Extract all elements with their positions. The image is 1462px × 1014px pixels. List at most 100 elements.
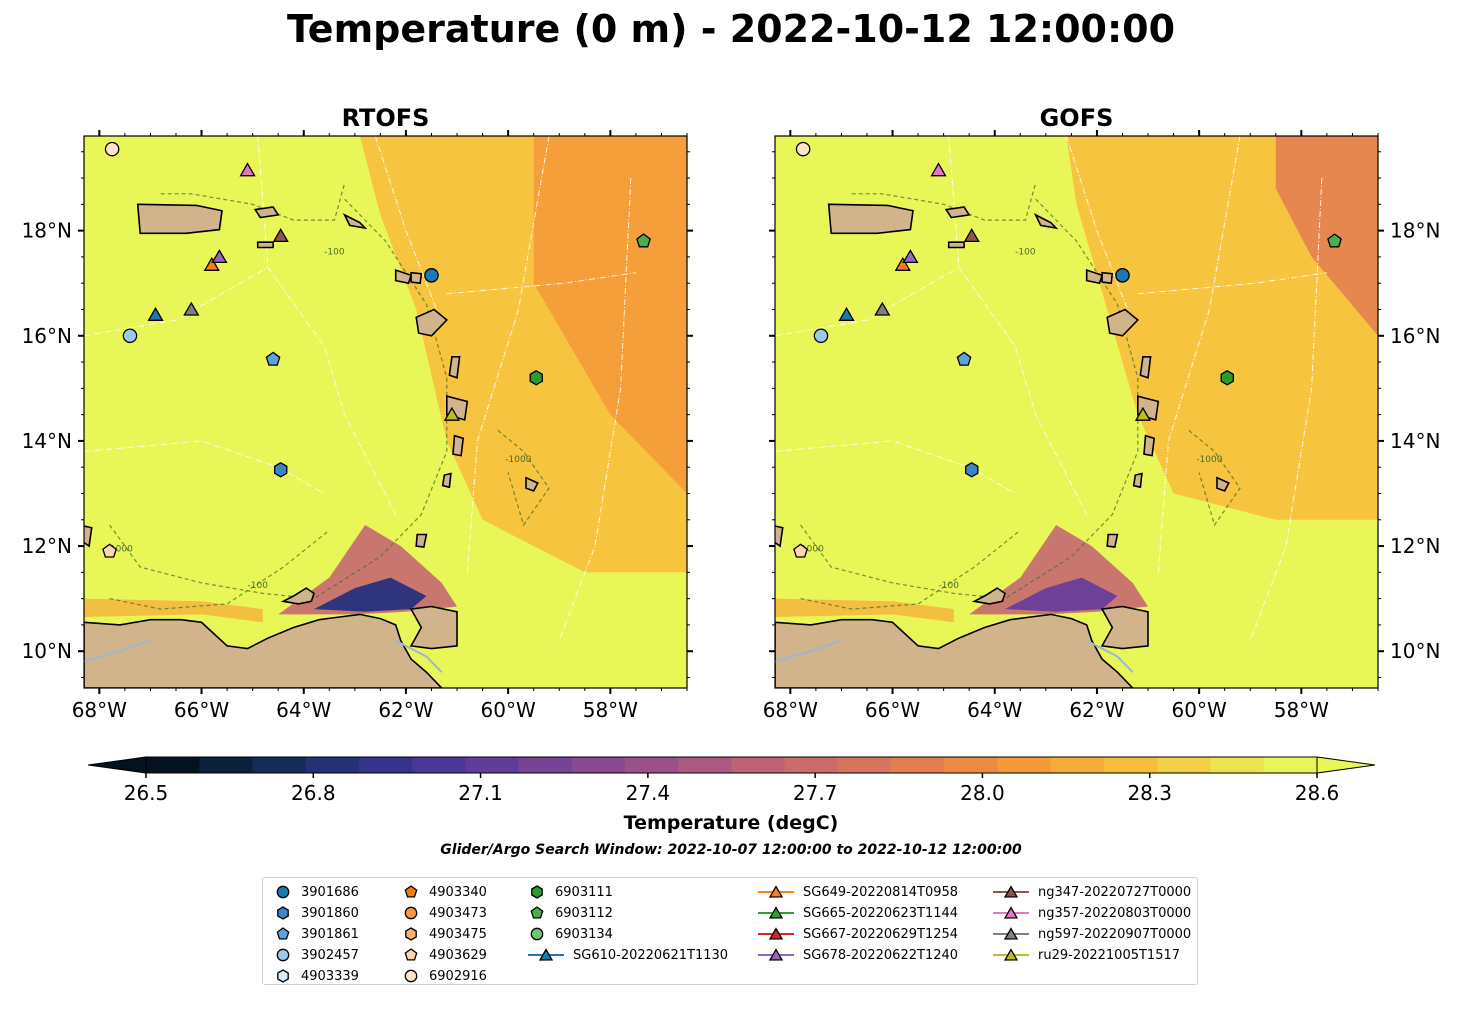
y-tick-label: 16°N [22, 324, 72, 348]
legend-marker [404, 906, 418, 920]
x-tick-label: 64°W [967, 698, 1022, 722]
obs-marker-6903112 [1327, 233, 1342, 248]
legend-label: 4903475 [429, 926, 487, 942]
y-tick-label: 18°N [22, 219, 72, 243]
land-island [1132, 472, 1143, 489]
legend-marker [538, 948, 554, 961]
x-tick-label: 58°W [1274, 698, 1329, 722]
legend-marker [530, 906, 544, 919]
legend-label: 3902457 [301, 947, 359, 963]
obs-marker-ng357-20220803t0000 [930, 162, 947, 177]
legend-label: SG610-20220621T1130 [573, 947, 729, 963]
legend-marker-icon [277, 906, 289, 920]
colorbar-segment [837, 757, 892, 773]
obs-marker-3901861 [265, 351, 281, 366]
eez-boundary-line [1137, 272, 1327, 295]
legend-label: 4903339 [301, 968, 359, 984]
land-island [1106, 308, 1139, 337]
legend-label: ru29-20221005T1517 [1038, 947, 1181, 963]
legend-label: SG649-20220814T0958 [803, 884, 959, 900]
legend-item-sg667-20220629t1254: SG667-20220629T1254 [757, 924, 958, 944]
legend-marker-icon [758, 948, 794, 961]
y-tick-label: 10°N [22, 639, 72, 663]
y-tick-label: 18°N [1390, 219, 1440, 243]
legend-label: 3901861 [301, 926, 359, 942]
legend-marker-icon [531, 885, 543, 899]
colorbar-segment [1104, 757, 1158, 773]
colorbar-segment [1050, 757, 1105, 773]
legend-marker [1003, 948, 1019, 961]
legend-marker-icon [404, 906, 418, 920]
obs-marker-sg610-20220621t1130 [147, 306, 164, 321]
legend-item-ng347-20220727t0000: ng347-20220727T0000 [992, 882, 1191, 902]
legend-item-3901860: 3901860 [273, 903, 359, 923]
colorbar-tick-label: 28.0 [960, 781, 1005, 805]
eez-boundary-line [948, 136, 1088, 515]
figure-title: Temperature (0 m) - 2022-10-12 12:00:00 [287, 7, 1175, 51]
legend-marker-icon [528, 948, 564, 961]
land-island [947, 241, 965, 249]
legend-marker [768, 927, 784, 940]
y-tick-label: 10°N [1390, 639, 1440, 663]
eez-boundary-line [84, 440, 325, 494]
land-island [280, 587, 315, 605]
bathymetry-contour [1188, 429, 1241, 527]
legend-label: 6903134 [555, 926, 613, 942]
land-island [1085, 268, 1104, 285]
x-tick-label: 64°W [276, 698, 331, 722]
eez-boundary-line [1157, 136, 1241, 573]
legend-item-3902457: 3902457 [273, 945, 359, 965]
obs-marker-3902457 [122, 328, 138, 344]
legend-item-ru29-20221005t1517: ru29-20221005T1517 [992, 945, 1180, 965]
eez-boundary-line [1065, 136, 1129, 310]
colorbar-segment [412, 757, 466, 773]
obs-marker-sg649-20220814t0958 [203, 256, 220, 271]
legend-marker [404, 885, 418, 898]
legend-label: SG667-20220629T1254 [803, 926, 959, 942]
y-tick-label: 14°N [22, 429, 72, 453]
land-island [1101, 271, 1114, 285]
legend-label: 4903629 [429, 947, 487, 963]
x-tick-label: 58°W [583, 698, 638, 722]
colorbar-segment [784, 757, 839, 773]
legend-label: 3901686 [301, 884, 359, 900]
legend-marker-icon [276, 927, 290, 940]
legend-marker [276, 927, 290, 940]
x-tick-label: 62°W [378, 698, 433, 722]
legend-item-6902916: 6902916 [401, 966, 487, 986]
obs-marker-ng597-20220907t0000 [183, 301, 200, 316]
legend-marker [530, 927, 544, 941]
colorbar-segment [252, 757, 307, 773]
eez-boundary-line [775, 266, 960, 337]
x-tick-label: 66°W [865, 698, 920, 722]
bathymetry-contour [800, 198, 1139, 600]
obs-marker-6902916 [795, 141, 811, 157]
contour-label: -1000 [505, 455, 531, 465]
legend-marker-icon [276, 948, 290, 962]
legend-item-4903475: 4903475 [401, 924, 487, 944]
legend-label: ng357-20220803T0000 [1038, 905, 1192, 921]
colorbar-segment [571, 757, 626, 773]
legend-item-sg649-20220814t0958: SG649-20220814T0958 [757, 882, 958, 902]
legend-item-sg610-20220621t1130: SG610-20220621T1130 [527, 945, 728, 965]
legend-marker-icon [993, 906, 1029, 919]
legend-marker [768, 906, 784, 919]
land-island [415, 533, 428, 548]
obs-marker-6903111 [529, 370, 543, 386]
colorbar-tick-label: 28.3 [1127, 781, 1172, 805]
warmer-region-northeast [533, 136, 687, 494]
bathymetry-contour [800, 529, 1021, 610]
colorbar-segment [997, 757, 1052, 773]
land-island [253, 206, 280, 219]
contour-label: -100 [1015, 247, 1036, 257]
y-tick-label: 16°N [1390, 324, 1440, 348]
eez-boundary-line [257, 136, 397, 515]
river [395, 639, 443, 673]
obs-marker-ru29-20221005t1517 [1134, 406, 1152, 421]
observations-legend: 3901686 3901860 3901861 3902457 4903339 49033… [262, 877, 1198, 985]
legend-marker-icon [993, 885, 1029, 898]
obs-marker-3901686 [1115, 268, 1130, 283]
obs-marker-6903112 [636, 233, 651, 248]
obs-marker-3901861 [956, 351, 972, 366]
legend-item-6903112: 6903112 [527, 903, 613, 923]
